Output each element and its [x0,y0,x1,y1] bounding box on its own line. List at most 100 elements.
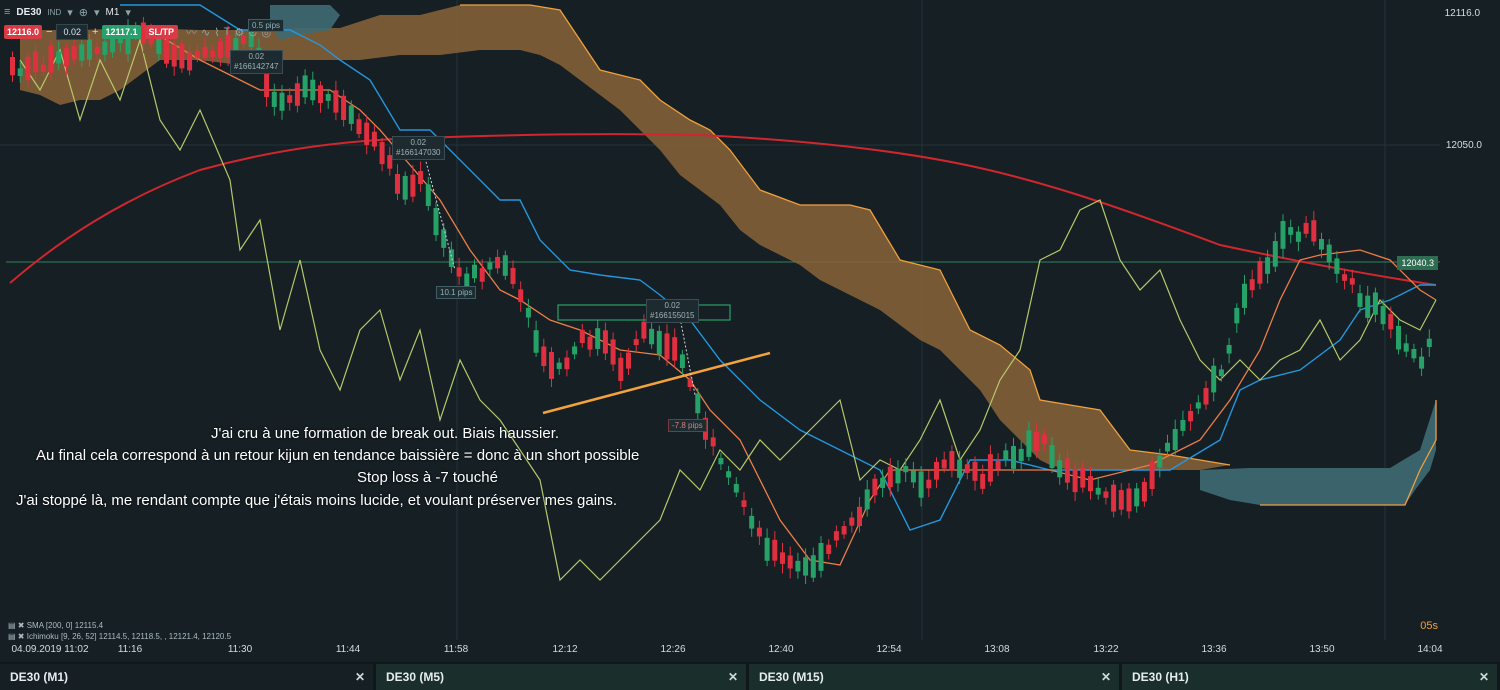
close-icon[interactable]: ✕ [1100,670,1111,684]
chevron-down-icon[interactable]: ▾ [93,6,100,19]
candle-body [626,352,631,369]
candle-body [672,337,678,361]
chevron-down-icon[interactable]: ▾ [125,6,131,19]
candle-body [718,458,724,465]
volume-plus-button[interactable]: + [92,26,99,38]
tab-de30-m1[interactable]: DE30 (M1) ✕ [0,664,373,690]
tab-de30-m15[interactable]: DE30 (M15) ✕ [749,664,1119,690]
candle-body [25,56,31,81]
candle-body [71,46,77,60]
candle-body [310,79,316,101]
candle-body [156,37,162,54]
indicator-settings-icon[interactable]: ▤ ✖ [8,632,27,641]
candle-body [826,544,832,554]
candle-body [1319,239,1324,250]
candle-body [1049,445,1055,469]
chart-type-label[interactable]: IND [47,7,62,17]
annotation-line: Au final cela correspond à un retour kij… [36,447,640,464]
timeframe-label[interactable]: M1 [105,6,120,18]
symbol-label[interactable]: DE30 [16,6,42,18]
buy-button[interactable]: 12117.1 [102,25,141,39]
candle-body [957,459,963,478]
volume-input[interactable]: 0.02 [56,24,89,40]
camera-icon[interactable]: ◎ [261,26,272,39]
candle-body [1057,460,1063,478]
candle-body [1203,388,1209,405]
chart-area[interactable]: ≡ DE30 IND ▾ ⊕ ▾ M1 ▾ 12116.0 − 0.02 + 1… [0,0,1500,641]
price-chart[interactable] [0,0,1500,640]
candle-body [556,362,562,369]
candle-body [1080,467,1086,488]
text-tool-icon[interactable]: T [223,26,231,38]
tab-de30-h1[interactable]: DE30 (H1) ✕ [1122,664,1497,690]
candle-body [641,321,647,339]
candle-body [1288,227,1294,235]
candle-body [918,471,924,498]
candle-body [10,56,15,76]
order-label[interactable]: 0.02 #166142747 [230,50,283,74]
compare-icon[interactable]: ⊙ [248,26,258,39]
drawing-tools-icon[interactable]: ⌇ [214,26,220,39]
level-price-tag: 12040.3 [1397,256,1438,270]
candle-body [348,105,354,124]
sell-button[interactable]: 12116.0 [4,25,43,39]
y-tick: 12050.0 [1445,140,1482,151]
settings-icon[interactable]: ⚙ [234,26,245,39]
candle-body [1134,488,1140,507]
candle-body [549,352,554,379]
candle-body [1249,279,1255,291]
candle-body [56,51,62,64]
pips-label: 10.1 pips [436,286,477,299]
candle-body [187,52,193,71]
order-label[interactable]: 0.02 #166155015 [646,299,699,323]
candle-body [1357,293,1363,307]
tab-de30-m5[interactable]: DE30 (M5) ✕ [376,664,746,690]
x-tick: 12:40 [768,644,794,655]
candle-body [487,262,493,270]
candle-body [287,95,293,103]
candle-body [764,537,770,561]
candle-body [1141,481,1147,502]
x-tick: 11:30 [227,644,253,655]
candle-body [633,339,639,346]
volume-minus-button[interactable]: − [46,26,53,38]
candle-body [94,46,100,54]
candle-body [864,489,870,510]
menu-icon[interactable]: ≡ [4,6,11,18]
candle-body [1041,434,1047,444]
candle-body [841,526,847,535]
chikou-line [19,37,1437,582]
candle-body [371,131,377,147]
clock-icon[interactable]: ⊕ [78,6,88,19]
candle-body [279,92,285,111]
candle-body [1118,490,1124,510]
candle-body [395,173,400,194]
ichimoku-cloud-bull-top [270,5,340,40]
candle-body [656,330,662,355]
candle-body [1011,446,1016,469]
close-icon[interactable]: ✕ [1478,670,1489,684]
candle-body [618,357,624,381]
candle-body [1026,430,1032,457]
candle-body [1426,338,1432,347]
candle-body [803,557,809,576]
sltp-button[interactable]: SL/TP [144,25,179,39]
chevron-down-icon[interactable]: ▾ [67,6,73,19]
x-tick: 13:08 [984,644,1010,655]
candle-body [887,466,893,488]
annotation-line: J'ai cru à une formation de break out. B… [211,425,560,442]
indicator-icon[interactable]: ∿ [201,26,211,39]
line-chart-icon[interactable]: 〰 [186,27,198,39]
candle-body [233,38,239,51]
close-icon[interactable]: ✕ [727,670,738,684]
candle-body [433,208,439,236]
sma-legend[interactable]: ▤ ✖ SMA [200, 0] 12115.4 [8,621,104,630]
close-icon[interactable]: ✕ [354,670,365,684]
candle-body [271,91,277,107]
indicator-settings-icon[interactable]: ▤ ✖ [8,621,27,630]
x-tick: 13:50 [1309,644,1335,655]
x-tick: 14:04 [1417,644,1443,655]
order-label[interactable]: 0.02 #166147030 [392,136,445,160]
ichimoku-legend[interactable]: ▤ ✖ Ichimoku [9, 26, 52] 12114.5, 12118.… [8,632,232,641]
candle-body [1334,258,1340,274]
